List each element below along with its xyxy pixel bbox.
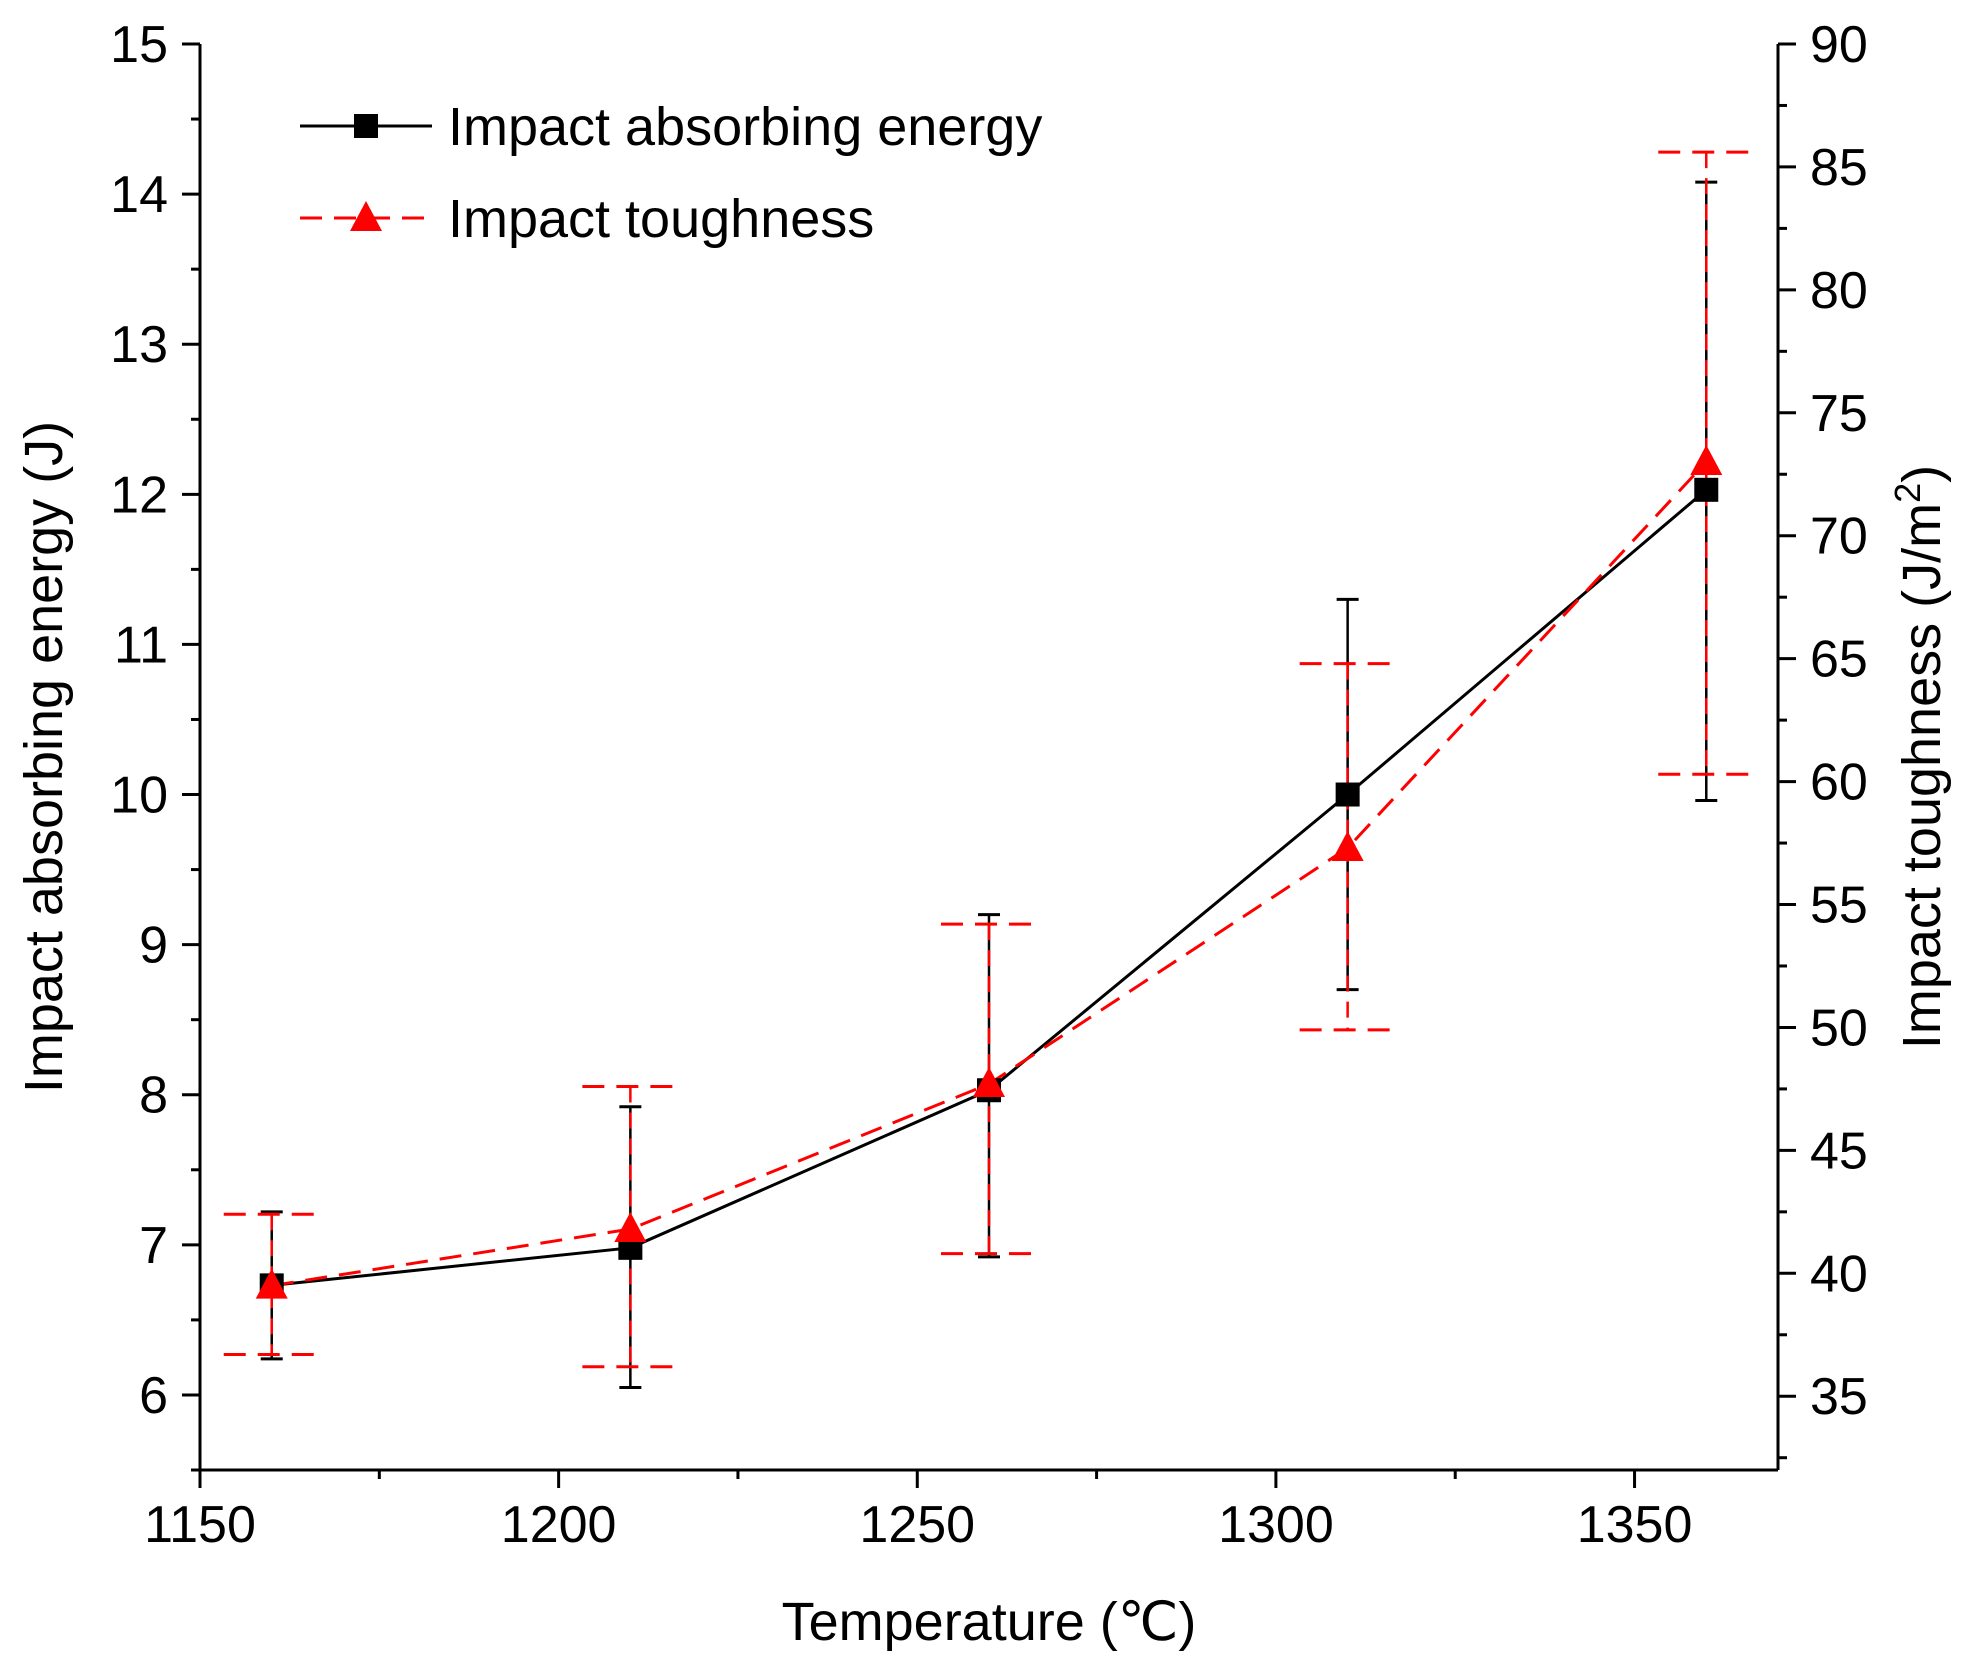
y-tick-label: 11 bbox=[114, 616, 168, 674]
y-tick-label: 13 bbox=[110, 316, 168, 374]
marker-triangle-3 bbox=[1331, 830, 1364, 861]
y2-tick-label: 75 bbox=[1810, 385, 1868, 443]
y-tick-label: 15 bbox=[110, 16, 168, 74]
legend-label-1: Impact toughness bbox=[448, 189, 874, 249]
axes: 1150 1200 1250 1300 1350 6 7 8 9 10 11 12 13 14 15 35 40… bbox=[14, 16, 1952, 1652]
y-tick-label: 14 bbox=[110, 166, 168, 224]
error-bars bbox=[223, 150, 1755, 1389]
series-markers bbox=[255, 444, 1723, 1299]
marker-square-4 bbox=[1694, 477, 1719, 502]
y2-tick-label: 85 bbox=[1810, 139, 1868, 197]
y2-tick-label: 50 bbox=[1810, 999, 1868, 1057]
legend-marker-square bbox=[354, 114, 378, 138]
y2-axis-title-close: ) bbox=[1892, 465, 1952, 483]
y-axis-title: Impact absorbing energy (J) bbox=[14, 421, 74, 1093]
y2-tick-label: 65 bbox=[1810, 631, 1868, 689]
legend-label-0: Impact absorbing energy bbox=[448, 97, 1042, 157]
x-tick-label: 1200 bbox=[501, 1496, 617, 1554]
x-tick-label: 1150 bbox=[144, 1496, 256, 1554]
x-tick-label: 1300 bbox=[1218, 1496, 1334, 1554]
y-tick-label: 9 bbox=[139, 917, 168, 975]
y2-tick-label: 70 bbox=[1810, 508, 1868, 566]
y-tick-label: 6 bbox=[139, 1367, 168, 1425]
marker-triangle-2 bbox=[973, 1066, 1005, 1097]
marker-square-3 bbox=[1335, 782, 1360, 807]
x-tick-label: 1350 bbox=[1577, 1496, 1693, 1554]
x-axis-title: Temperature (℃) bbox=[782, 1592, 1197, 1652]
y-tick-label: 12 bbox=[110, 466, 168, 524]
y2-axis-title: Impact toughness (J/m2) bbox=[1887, 465, 1952, 1049]
y2-tick-label: 55 bbox=[1810, 877, 1868, 935]
y2-tick-label: 45 bbox=[1810, 1122, 1868, 1180]
marker-triangle-4 bbox=[1690, 444, 1723, 475]
y-tick-label: 8 bbox=[139, 1067, 168, 1125]
marker-triangle-1 bbox=[614, 1212, 647, 1243]
y2-tick-label: 90 bbox=[1810, 16, 1868, 74]
marker-triangle-0 bbox=[255, 1268, 288, 1299]
x-tick-label: 1250 bbox=[859, 1496, 975, 1554]
y2-axis-title-sup: 2 bbox=[1887, 483, 1928, 503]
y2-tick-label: 80 bbox=[1810, 262, 1868, 320]
y2-tick-label: 60 bbox=[1810, 754, 1868, 812]
y2-tick-label: 40 bbox=[1810, 1245, 1868, 1303]
y2-tick-label: 35 bbox=[1810, 1368, 1868, 1426]
y2-axis-title-base: Impact toughness (J/m bbox=[1892, 503, 1952, 1049]
legend: Impact absorbing energy Impact toughness bbox=[300, 97, 1042, 249]
y-tick-label: 10 bbox=[110, 767, 168, 825]
legend-marker-triangle bbox=[350, 201, 382, 231]
y-tick-label: 7 bbox=[139, 1217, 168, 1275]
